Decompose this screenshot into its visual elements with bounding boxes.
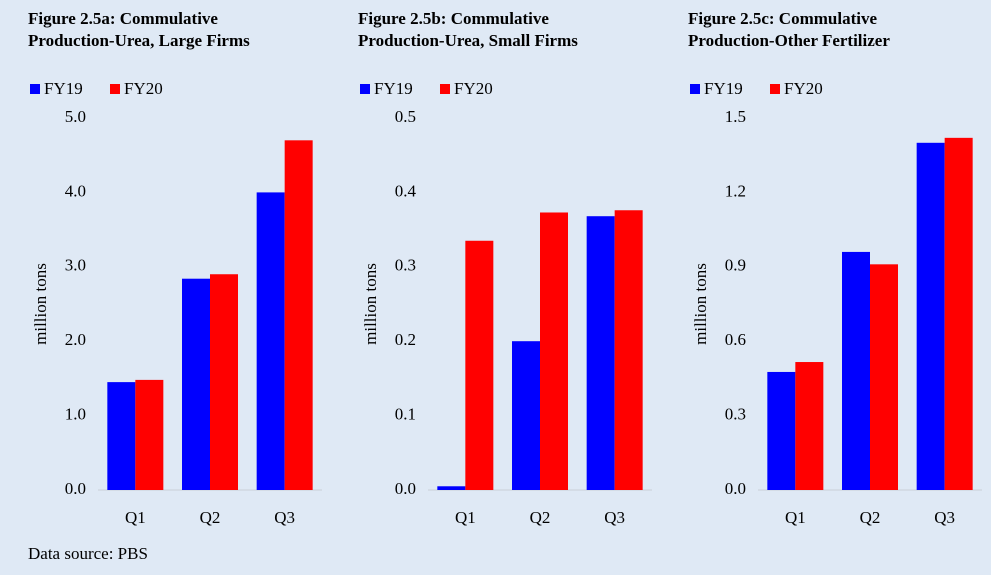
y-axis-label: million tons [361,263,380,345]
chart-subtitle: Production-Urea, Small Firms [358,31,578,50]
y-tick-label: 3.0 [65,256,86,275]
y-tick-label: 0.0 [65,479,86,498]
chart-title: Figure 2.5b: Commulative [358,9,549,28]
x-tick-label: Q3 [934,508,955,527]
y-tick-label: 1.5 [725,107,746,126]
legend-swatch [440,84,450,94]
legend-label: FY20 [454,79,493,98]
legend-swatch [360,84,370,94]
y-axis-label: million tons [691,263,710,345]
bar [512,341,540,490]
x-tick-label: Q1 [455,508,476,527]
bar [107,382,136,490]
legend-swatch [690,84,700,94]
bar [614,210,643,491]
source: Data source: PBS [28,544,148,563]
bar [944,137,973,490]
y-tick-label: 0.0 [725,479,746,498]
bar [767,371,796,490]
x-tick-label: Q3 [274,508,295,527]
x-tick-label: Q2 [530,508,551,527]
bar [795,362,824,490]
x-tick-label: Q3 [604,508,625,527]
y-tick-label: 5.0 [65,107,86,126]
legend-label: FY19 [374,79,413,98]
y-tick-label: 1.2 [725,181,746,200]
y-tick-label: 4.0 [65,181,86,200]
chart-subtitle: Production-Other Fertilizer [688,31,890,50]
chart-subtitle: Production-Urea, Large Firms [28,31,250,50]
bar [437,486,466,490]
bar [540,212,568,490]
bar [586,216,615,490]
y-tick-label: 0.1 [395,405,416,424]
chart-title: Figure 2.5a: Commulative [28,9,218,28]
bar [135,379,164,490]
y-tick-label: 0.3 [725,405,746,424]
x-tick-label: Q1 [125,508,146,527]
y-tick-label: 0.9 [725,256,746,275]
bar [284,140,313,490]
y-tick-label: 0.6 [725,330,746,349]
chart-title: Figure 2.5c: Commulative [688,9,877,28]
legend-label: FY19 [44,79,83,98]
y-tick-label: 0.4 [395,181,417,200]
y-tick-label: 1.0 [65,405,86,424]
y-tick-label: 0.3 [395,256,416,275]
legend-swatch [770,84,780,94]
bar [182,278,210,490]
x-tick-label: Q2 [860,508,881,527]
y-axis-label: million tons [31,263,50,345]
bar [465,240,494,490]
legend-swatch [30,84,40,94]
x-tick-label: Q1 [785,508,806,527]
bar [256,192,285,490]
bar [210,274,238,490]
y-tick-label: 0.2 [395,330,416,349]
legend-swatch [110,84,120,94]
y-tick-label: 0.5 [395,107,416,126]
x-tick-label: Q2 [200,508,221,527]
legend-label: FY19 [704,79,743,98]
bar [916,142,945,491]
y-tick-label: 0.0 [395,479,416,498]
legend-label: FY20 [784,79,823,98]
legend-label: FY20 [124,79,163,98]
bar [870,264,898,490]
y-tick-label: 2.0 [65,330,86,349]
bar [842,251,870,490]
